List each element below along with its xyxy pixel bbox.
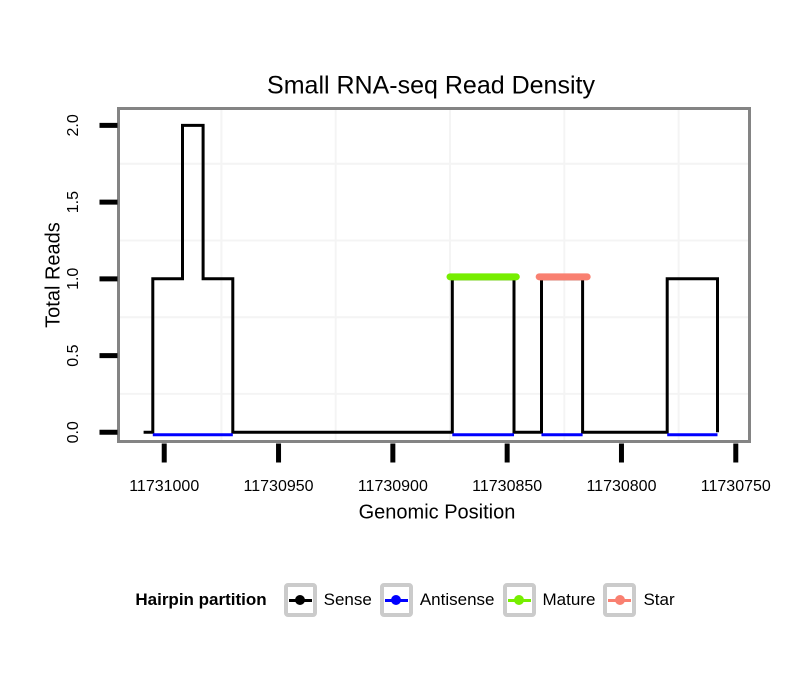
legend-item-mature: Mature	[502, 583, 596, 617]
y-axis-tick-label: 0.5	[65, 344, 82, 366]
legend-item-label: Sense	[323, 590, 372, 609]
x-axis-tick-label: 11731000	[129, 478, 199, 495]
point-sample-icon	[391, 595, 402, 605]
legend-item-label: Star	[643, 590, 675, 609]
y-axis-tick-label: 0.0	[65, 421, 82, 443]
legend-item-label: Antisense	[419, 590, 495, 609]
point-sample-icon	[614, 595, 625, 605]
legend-hairpin-partition: Hairpin partition Sense Antisense Mature	[0, 582, 810, 618]
legend-item-sense: Sense	[283, 583, 372, 617]
legend-key-box	[502, 583, 536, 617]
plot-background	[118, 108, 750, 442]
legend-key-box	[603, 583, 637, 617]
point-sample-icon	[295, 595, 306, 605]
x-axis-tick-label: 11730950	[244, 478, 314, 495]
x-axis-tick-label: 11730900	[358, 478, 428, 495]
legend-item-antisense: Antisense	[379, 583, 495, 617]
y-axis-tick-label: 2.0	[65, 114, 82, 136]
legend-title: Hairpin partition	[135, 590, 267, 609]
plot-canvas: 11731000 11730950 11730900 11730850 11730800…	[65, 107, 771, 495]
x-axis-tick-label: 11730850	[472, 478, 542, 495]
chart-title: Small RNA-seq Read Density	[267, 71, 595, 100]
x-axis-tick-label: 11730750	[701, 478, 771, 495]
x-axis-title: Genomic Position	[358, 501, 516, 524]
legend-key-box	[283, 583, 317, 617]
plot-border	[117, 107, 751, 443]
x-axis-tick-label: 11730800	[586, 478, 656, 495]
legend-key-box	[379, 583, 413, 617]
legend-item-label: Mature	[542, 590, 596, 609]
y-axis-tick-label: 1.5	[65, 191, 82, 213]
y-axis-tick-label: 1.0	[65, 268, 82, 290]
point-sample-icon	[514, 595, 525, 605]
legend-item-star: Star	[603, 583, 675, 617]
y-axis-title: Total Reads	[42, 222, 65, 328]
